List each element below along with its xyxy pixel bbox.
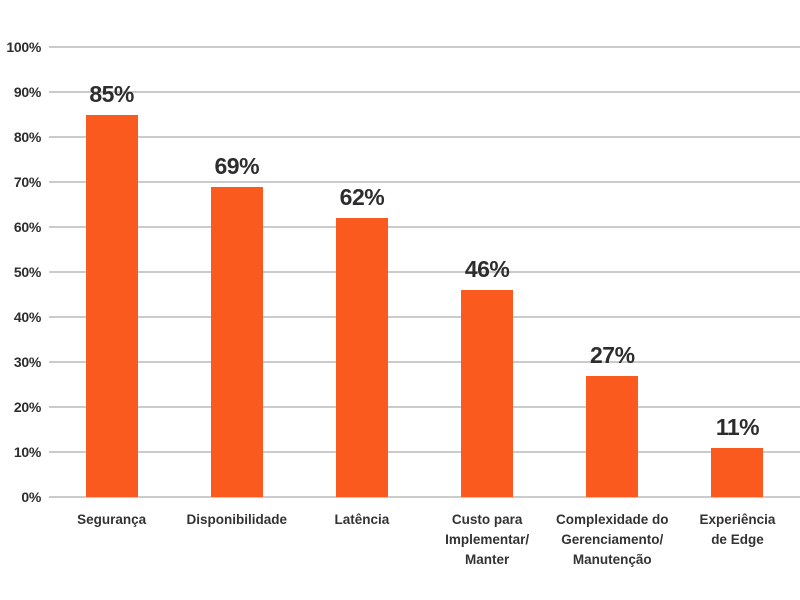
bar-value-label: 27% <box>590 341 635 368</box>
bar-value-label: 85% <box>89 80 134 107</box>
gridline <box>49 136 800 138</box>
bar-column: 85% <box>49 47 174 497</box>
gridline <box>49 271 800 273</box>
bar-value-label: 69% <box>214 152 260 179</box>
x-axis-category-label: Experiência de Edge <box>699 512 776 547</box>
bar <box>711 447 764 497</box>
y-axis-tick-label: 50% <box>13 264 41 280</box>
x-axis-category-label: Segurança <box>77 512 147 527</box>
bar <box>85 114 138 497</box>
x-axis-category-label: Custo para Implementar/ Manter <box>445 512 530 567</box>
x-axis-category-label: Disponibilidade <box>186 512 288 527</box>
bar-column: 11% <box>675 47 800 497</box>
y-axis-tick-label: 20% <box>13 399 41 415</box>
y-axis-tick-label: 40% <box>13 309 41 325</box>
gridline <box>49 406 800 408</box>
bar-value-label: 11% <box>715 413 760 440</box>
y-axis-tick-label: 30% <box>13 354 41 370</box>
gridline <box>49 226 800 228</box>
bar-value-label: 62% <box>339 184 385 210</box>
x-axis-category-label: Latência <box>334 512 390 527</box>
gridline <box>49 181 800 183</box>
y-axis-tick-label: 70% <box>13 174 41 190</box>
bar-column: 46% <box>425 47 550 497</box>
bar <box>586 375 639 497</box>
gridline <box>49 316 800 318</box>
y-axis-tick-label: 100% <box>6 39 41 55</box>
gridline <box>49 361 800 363</box>
bar-value-label: 46% <box>464 256 510 282</box>
bar <box>210 186 263 497</box>
y-axis-tick-label: 0% <box>21 489 41 505</box>
gridline <box>49 496 800 498</box>
gridline <box>49 91 800 93</box>
y-axis-tick-label: 80% <box>13 129 41 145</box>
y-axis-tick-label: 60% <box>13 219 41 235</box>
bar <box>461 290 514 497</box>
gridline <box>49 46 800 48</box>
bar-column: 27% <box>550 47 675 497</box>
bar-column: 62% <box>299 47 424 497</box>
plot-area: 85% 69% 62% 46% 27% 11% <box>49 47 800 497</box>
bar-column: 69% <box>174 47 299 497</box>
x-axis: Segurança Disponibilidade Latência Custo pa… <box>49 497 800 570</box>
bar <box>335 218 388 497</box>
x-axis-category-label: Complexidade do Gerenciamento/ Manutençã… <box>556 512 669 567</box>
gridline <box>49 451 800 453</box>
y-axis-tick-label: 10% <box>13 444 41 460</box>
y-axis-tick-label: 90% <box>13 84 41 100</box>
